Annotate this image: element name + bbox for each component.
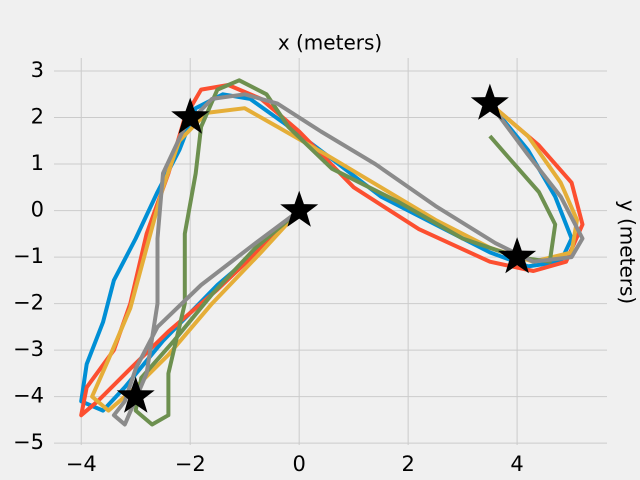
y-tick-label: −5 [13,430,44,454]
waypoint-star [280,190,319,227]
x-tick-label: 4 [510,452,523,476]
y-tick-label: −1 [13,244,44,268]
waypoint-star [498,237,537,274]
y-tick-label: 0 [31,198,44,222]
waypoint-star [470,83,509,120]
chart-title: x (meters) [278,31,382,55]
waypoint-star [116,376,155,413]
y-tick-label: 2 [31,105,44,129]
x-tick-label: −4 [66,452,97,476]
y-axis-label: y (meters) [616,200,640,304]
y-tick-label: 3 [31,58,44,82]
x-tick-label: −2 [175,452,206,476]
x-tick-label: 0 [292,452,305,476]
waypoint-star [171,97,210,134]
y-tick-label: −3 [13,337,44,361]
trajectory-line [79,83,585,418]
y-tick-label: −4 [13,384,44,408]
x-tick-label: 2 [401,452,414,476]
y-tick-label: −2 [13,291,44,315]
y-tick-label: 1 [31,151,44,175]
